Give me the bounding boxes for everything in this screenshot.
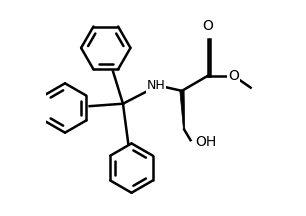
- Text: NH: NH: [147, 79, 166, 92]
- Polygon shape: [180, 91, 185, 130]
- Text: O: O: [202, 19, 213, 33]
- Text: O: O: [228, 69, 239, 83]
- Text: OH: OH: [195, 135, 216, 149]
